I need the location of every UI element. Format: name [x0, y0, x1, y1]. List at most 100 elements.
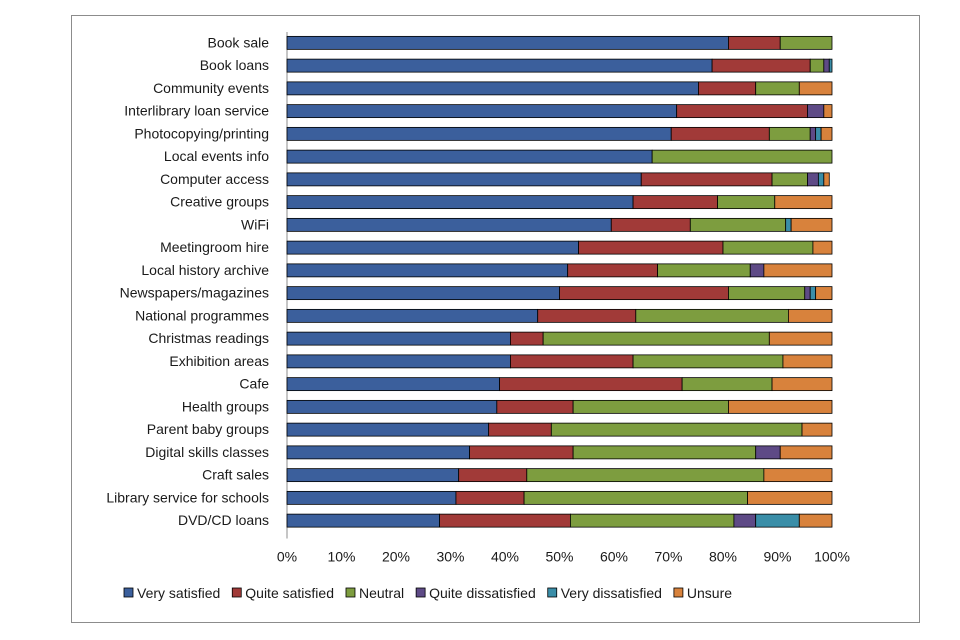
bar-very-satisfied-health-groups — [286, 399, 498, 414]
bar-quite-satisfied-cafe — [499, 377, 683, 392]
bar-quite-dissatisfied-book-loans — [823, 58, 830, 73]
bar-very-satisfied-craft-sales — [286, 468, 460, 483]
bar-neutral-wifi — [689, 217, 787, 232]
bar-quite-satisfied-wifi — [610, 217, 691, 232]
bar-very-dissatisfied-dvd-cd-loans — [755, 513, 800, 528]
bar-neutral-meetingroom-hire — [722, 240, 814, 255]
bar-unsure-local-history-archive — [763, 263, 833, 278]
category-label-craft-sales: Craft sales — [202, 467, 269, 483]
x-tick-label-6: 60% — [600, 549, 628, 565]
bar-quite-satisfied-exhibition-areas — [510, 354, 634, 369]
legend: Very satisfied Quite satisfied Neutral Quit… — [123, 585, 732, 601]
bar-unsure-community-events — [798, 81, 833, 96]
bar-unsure-craft-sales — [763, 468, 833, 483]
bar-quite-satisfied-book-loans — [711, 58, 811, 73]
legend-item-neutral: Neutral — [345, 585, 404, 601]
category-label-local-history-archive: Local history archive — [141, 262, 269, 278]
bar-neutral-photocopying-printing — [768, 126, 811, 141]
x-tick-label-7: 70% — [654, 549, 682, 565]
legend-swatch-unsure — [673, 587, 684, 598]
bar-quite-satisfied-local-history-archive — [567, 263, 658, 278]
legend-label-quite-satisfied: Quite satisfied — [245, 585, 334, 601]
bar-very-satisfied-christmas-readings — [286, 331, 511, 346]
bar-very-satisfied-digital-skills-classes — [286, 445, 470, 460]
category-label-interlibrary-loan-service: Interlibrary loan service — [124, 103, 269, 119]
bar-unsure-computer-access — [823, 172, 830, 187]
bar-quite-satisfied-library-service-for-schools — [455, 490, 525, 505]
bar-very-satisfied-book-sale — [286, 35, 729, 50]
bar-unsure-national-programmes — [788, 308, 833, 323]
legend-label-unsure: Unsure — [687, 585, 732, 601]
bar-unsure-library-service-for-schools — [747, 490, 833, 505]
bar-neutral-computer-access — [771, 172, 808, 187]
bar-neutral-health-groups — [572, 399, 729, 414]
bar-quite-satisfied-meetingroom-hire — [578, 240, 724, 255]
x-tick-label-8: 80% — [709, 549, 737, 565]
bar-very-satisfied-creative-groups — [286, 195, 634, 210]
category-label-photocopying-printing: Photocopying/printing — [134, 125, 269, 141]
bar-neutral-library-service-for-schools — [523, 490, 748, 505]
x-tick-label-9: 90% — [763, 549, 791, 565]
bar-very-satisfied-book-loans — [286, 58, 713, 73]
category-label-dvd-cd-loans: DVD/CD loans — [178, 512, 269, 528]
bar-very-dissatisfied-newspapers-magazines — [809, 286, 817, 301]
stacked-bar-chart: Book sale Book loans Community events Inter… — [106, 32, 850, 601]
bar-quite-satisfied-digital-skills-classes — [469, 445, 574, 460]
bar-neutral-exhibition-areas — [632, 354, 784, 369]
category-label-library-service-for-schools: Library service for schools — [106, 489, 269, 505]
bar-quite-satisfied-photocopying-printing — [670, 126, 770, 141]
bar-very-satisfied-local-events-info — [286, 149, 653, 164]
bar-neutral-local-history-archive — [657, 263, 751, 278]
bar-unsure-interlibrary-loan-service — [823, 104, 833, 119]
legend-item-unsure: Unsure — [673, 585, 732, 601]
legend-label-quite-dissatisfied: Quite dissatisfied — [429, 585, 536, 601]
legend-item-very-dissatisfied: Very dissatisfied — [547, 585, 662, 601]
category-label-book-loans: Book loans — [200, 57, 269, 73]
bar-very-satisfied-library-service-for-schools — [286, 490, 457, 505]
bar-neutral-community-events — [755, 81, 800, 96]
bar-very-satisfied-interlibrary-loan-service — [286, 104, 678, 119]
category-label-national-programmes: National programmes — [135, 307, 269, 323]
bar-very-satisfied-dvd-cd-loans — [286, 513, 441, 528]
x-tick-label-0: 0% — [277, 549, 297, 565]
bar-neutral-dvd-cd-loans — [569, 513, 735, 528]
bar-very-satisfied-photocopying-printing — [286, 126, 672, 141]
bar-very-dissatisfied-book-loans — [828, 58, 833, 73]
bar-very-satisfied-parent-baby-groups — [286, 422, 490, 437]
bar-neutral-digital-skills-classes — [572, 445, 757, 460]
bar-very-dissatisfied-wifi — [785, 217, 792, 232]
bar-very-dissatisfied-photocopying-printing — [815, 126, 822, 141]
bar-very-satisfied-meetingroom-hire — [286, 240, 579, 255]
category-label-computer-access: Computer access — [160, 171, 269, 187]
bar-quite-dissatisfied-digital-skills-classes — [755, 445, 781, 460]
bar-unsure-meetingroom-hire — [812, 240, 833, 255]
bar-neutral-christmas-readings — [542, 331, 770, 346]
x-tick-label-5: 50% — [545, 549, 573, 565]
bar-neutral-local-events-info — [651, 149, 833, 164]
bar-quite-satisfied-health-groups — [496, 399, 574, 414]
bar-unsure-digital-skills-classes — [779, 445, 833, 460]
legend-item-quite-dissatisfied: Quite dissatisfied — [415, 585, 536, 601]
bar-quite-satisfied-dvd-cd-loans — [439, 513, 571, 528]
legend-swatch-very-dissatisfied — [547, 587, 558, 598]
bar-neutral-cafe — [681, 377, 773, 392]
category-label-cafe: Cafe — [239, 376, 269, 392]
category-label-digital-skills-classes: Digital skills classes — [145, 444, 269, 460]
bar-unsure-newspapers-magazines — [815, 286, 833, 301]
legend-label-very-satisfied: Very satisfied — [137, 585, 220, 601]
category-label-exhibition-areas: Exhibition areas — [169, 353, 269, 369]
bar-very-satisfied-cafe — [286, 377, 500, 392]
bar-neutral-book-sale — [779, 35, 833, 50]
bar-neutral-book-loans — [809, 58, 825, 73]
bar-neutral-national-programmes — [635, 308, 789, 323]
bar-very-satisfied-computer-access — [286, 172, 642, 187]
bar-very-satisfied-local-history-archive — [286, 263, 569, 278]
legend-swatch-quite-satisfied — [231, 587, 242, 598]
category-label-community-events: Community events — [153, 80, 269, 96]
bar-unsure-parent-baby-groups — [801, 422, 833, 437]
bar-quite-dissatisfied-photocopying-printing — [809, 126, 817, 141]
bar-unsure-health-groups — [728, 399, 833, 414]
bar-quite-satisfied-newspapers-magazines — [559, 286, 729, 301]
legend-swatch-quite-dissatisfied — [415, 587, 426, 598]
bar-quite-satisfied-computer-access — [640, 172, 773, 187]
